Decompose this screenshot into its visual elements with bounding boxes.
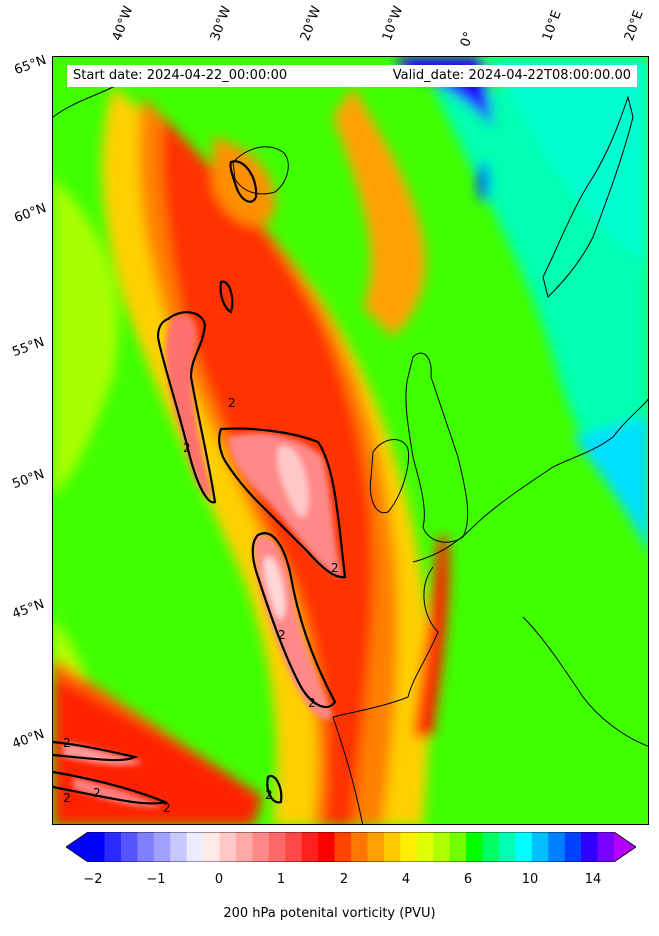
- lon-label: 0°: [457, 29, 478, 49]
- colorbar-tick: 0: [214, 872, 224, 887]
- lat-label: 45°N: [10, 596, 47, 623]
- contour-label: 2: [265, 788, 273, 802]
- colorbar-cell: [88, 832, 105, 862]
- colorbar-cell: [153, 832, 171, 862]
- colorbar-cell: [318, 832, 336, 862]
- lon-label: 30°W: [207, 4, 235, 43]
- colorbar-cell: [120, 832, 138, 862]
- colorbar-cell: [449, 832, 467, 862]
- colorbar-cell: [548, 832, 566, 862]
- contour-label: 2: [331, 561, 339, 575]
- colorbar-tick: 1: [276, 872, 286, 887]
- colorbar-cell: [466, 832, 483, 862]
- colorbar-tick: 14: [584, 872, 602, 887]
- colorbar-cell: [400, 832, 418, 862]
- lat-label: 65°N: [12, 52, 49, 79]
- lat-label: 60°N: [12, 200, 49, 227]
- colorbar-cell: [597, 832, 615, 862]
- lat-label: 55°N: [10, 334, 47, 361]
- lon-label: 40°W: [109, 4, 137, 43]
- colorbar-tick: −1: [146, 872, 166, 887]
- colorbar-cell: [104, 832, 122, 862]
- colorbar-tick: 10: [521, 872, 539, 887]
- contour-label: 2: [63, 736, 71, 750]
- colorbar-max-arrow: [614, 832, 636, 862]
- contour-label: 2: [93, 786, 101, 800]
- contour-label: 2: [163, 801, 171, 815]
- colorbar-cell: [531, 832, 549, 862]
- contour-label: 2: [228, 396, 236, 410]
- colorbar-cell: [351, 832, 368, 862]
- colorbar-cell: [235, 832, 253, 862]
- colorbar-cell: [581, 832, 599, 862]
- colorbar-tick: 4: [401, 872, 411, 887]
- colorbar-cell: [203, 832, 220, 862]
- colorbar: [66, 832, 636, 862]
- colorbar-cell: [433, 832, 451, 862]
- colorbar-label: 200 hPa potenital vorticity (PVU): [223, 906, 436, 921]
- colorbar-cell: [367, 832, 385, 862]
- colorbar-cell: [219, 832, 237, 862]
- colorbar-tick: 6: [463, 872, 473, 887]
- start-date-label: Start date: 2024-04-22_00:00:00: [73, 68, 288, 83]
- colorbar-cell: [383, 832, 401, 862]
- colorbar-cell: [515, 832, 533, 862]
- lat-label: 50°N: [10, 466, 47, 493]
- lon-label: 10°E: [539, 8, 565, 44]
- lat-label: 40°N: [10, 726, 47, 753]
- colorbar-cell: [137, 832, 155, 862]
- contour-label: 2: [63, 791, 71, 805]
- pv-field: 2 2 2 2 2 2 2 2 2 2: [53, 57, 648, 824]
- contour-label: 2: [183, 441, 191, 455]
- colorbar-cell: [564, 832, 582, 862]
- colorbar-cell: [301, 832, 319, 862]
- contour-label: 2: [278, 628, 286, 642]
- valid-date-label: Valid_date: 2024-04-22T08:00:00.00: [392, 68, 631, 83]
- colorbar-cell: [482, 832, 500, 862]
- date-info-box: Start date: 2024-04-22_00:00:00 Valid_da…: [67, 65, 637, 87]
- colorbar-cell: [416, 832, 434, 862]
- pv-contours: [53, 160, 347, 805]
- pv-map: 2 2 2 2 2 2 2 2 2 2 Start date: 2024-04-…: [52, 56, 649, 825]
- colorbar-cell: [285, 832, 303, 862]
- colorbar-cell: [186, 832, 204, 862]
- colorbar-tick: 2: [339, 872, 349, 887]
- colorbar-cell: [498, 832, 516, 862]
- colorbar-tick: −2: [83, 872, 103, 887]
- lon-label: 10°W: [379, 4, 407, 43]
- colorbar-cell: [334, 832, 352, 862]
- contour-label: 2: [308, 696, 316, 710]
- lon-label: 20°W: [297, 4, 325, 43]
- colorbar-min-arrow: [66, 832, 88, 862]
- lon-label: 20°E: [621, 8, 647, 44]
- colorbar-cell: [268, 832, 286, 862]
- colorbar-cell: [170, 832, 188, 862]
- colorbar-cell: [252, 832, 270, 862]
